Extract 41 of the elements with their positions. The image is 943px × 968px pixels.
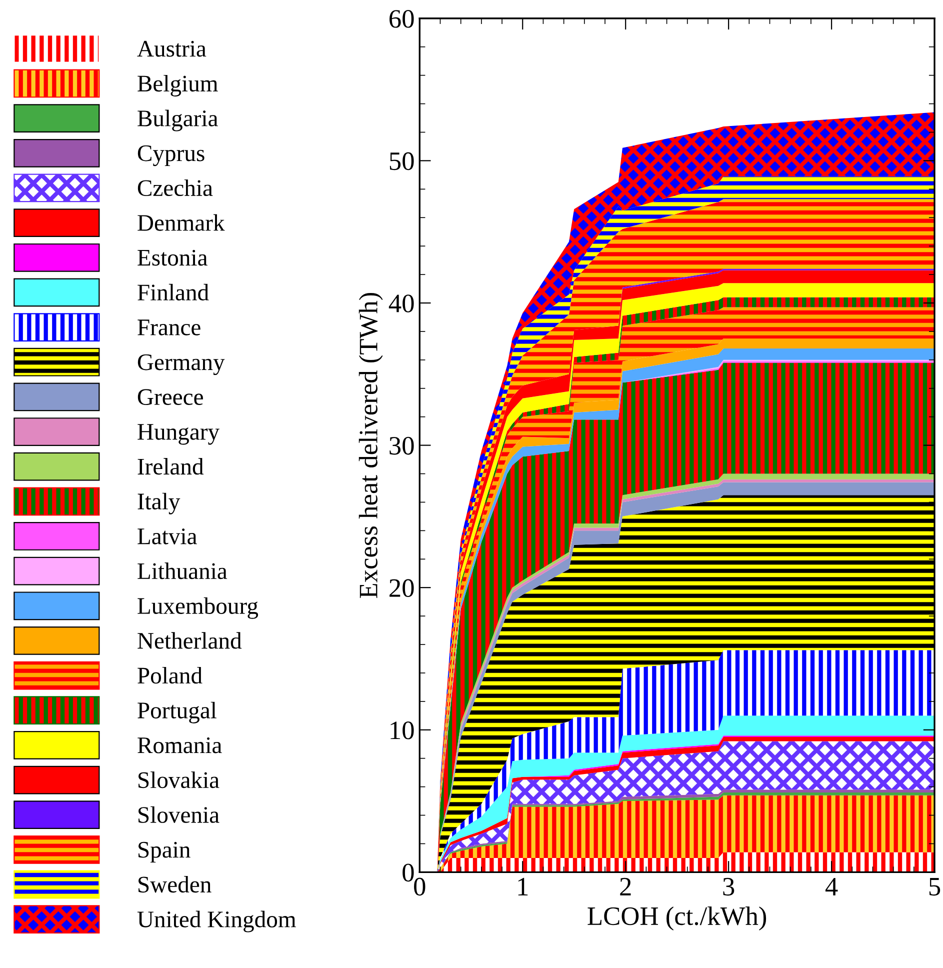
legend-label: Lithuania (138, 562, 228, 580)
legend-label: Belgium (138, 74, 218, 96)
legend-label: Sweden (138, 876, 212, 893)
legend-label: Germany (138, 354, 225, 376)
x-tick-label: 4 (825, 878, 838, 896)
y-tick-label: 40 (388, 294, 414, 312)
legend-label: Italy (138, 492, 180, 514)
x-tick-label: 1 (518, 878, 528, 896)
legend-label: Luxembourg (138, 597, 258, 619)
legend-label: Finland (138, 284, 209, 301)
legend-label: Romania (138, 737, 222, 754)
legend-label: Bulgaria (138, 110, 218, 132)
y-tick-label: 0 (402, 864, 414, 882)
legend-label: Estonia (138, 250, 208, 266)
legend-label: Ireland (138, 458, 204, 475)
y-tick-label: 50 (390, 152, 414, 170)
y-tick-label: 60 (390, 10, 414, 28)
legend-label: Latvia (138, 528, 197, 544)
legend-label: Portugal (138, 702, 216, 724)
legend-label: Hungary (138, 424, 220, 445)
y-tick-label: 20 (390, 579, 414, 597)
x-tick-label: 5 (929, 878, 940, 896)
legend-label: Slovakia (138, 771, 220, 788)
y-tick-label: 10 (390, 721, 414, 740)
legend-label: Denmark (138, 214, 225, 231)
legend-label: United Kingdom (137, 910, 296, 932)
y-axis-title: Excess heat delivered (TWh) (358, 292, 383, 598)
legend-label: Spain (138, 842, 190, 863)
x-tick-label: 3 (723, 878, 734, 896)
x-tick-label: 2 (620, 878, 631, 896)
legend-label: Netherland (138, 632, 242, 649)
x-axis-title: LCOH (ct./kWh) (588, 906, 766, 930)
legend-label: Greece (138, 389, 203, 406)
legend-label: Poland (138, 667, 202, 684)
legend-label: Austria (137, 40, 206, 57)
y-tick-label: 30 (390, 436, 414, 455)
legend-label: Czechia (138, 179, 213, 196)
legend-label: Cyprus (138, 145, 204, 166)
legend-label: Slovenia (138, 806, 220, 823)
x-tick-label: 0 (414, 878, 426, 896)
legend-label: France (138, 320, 200, 336)
